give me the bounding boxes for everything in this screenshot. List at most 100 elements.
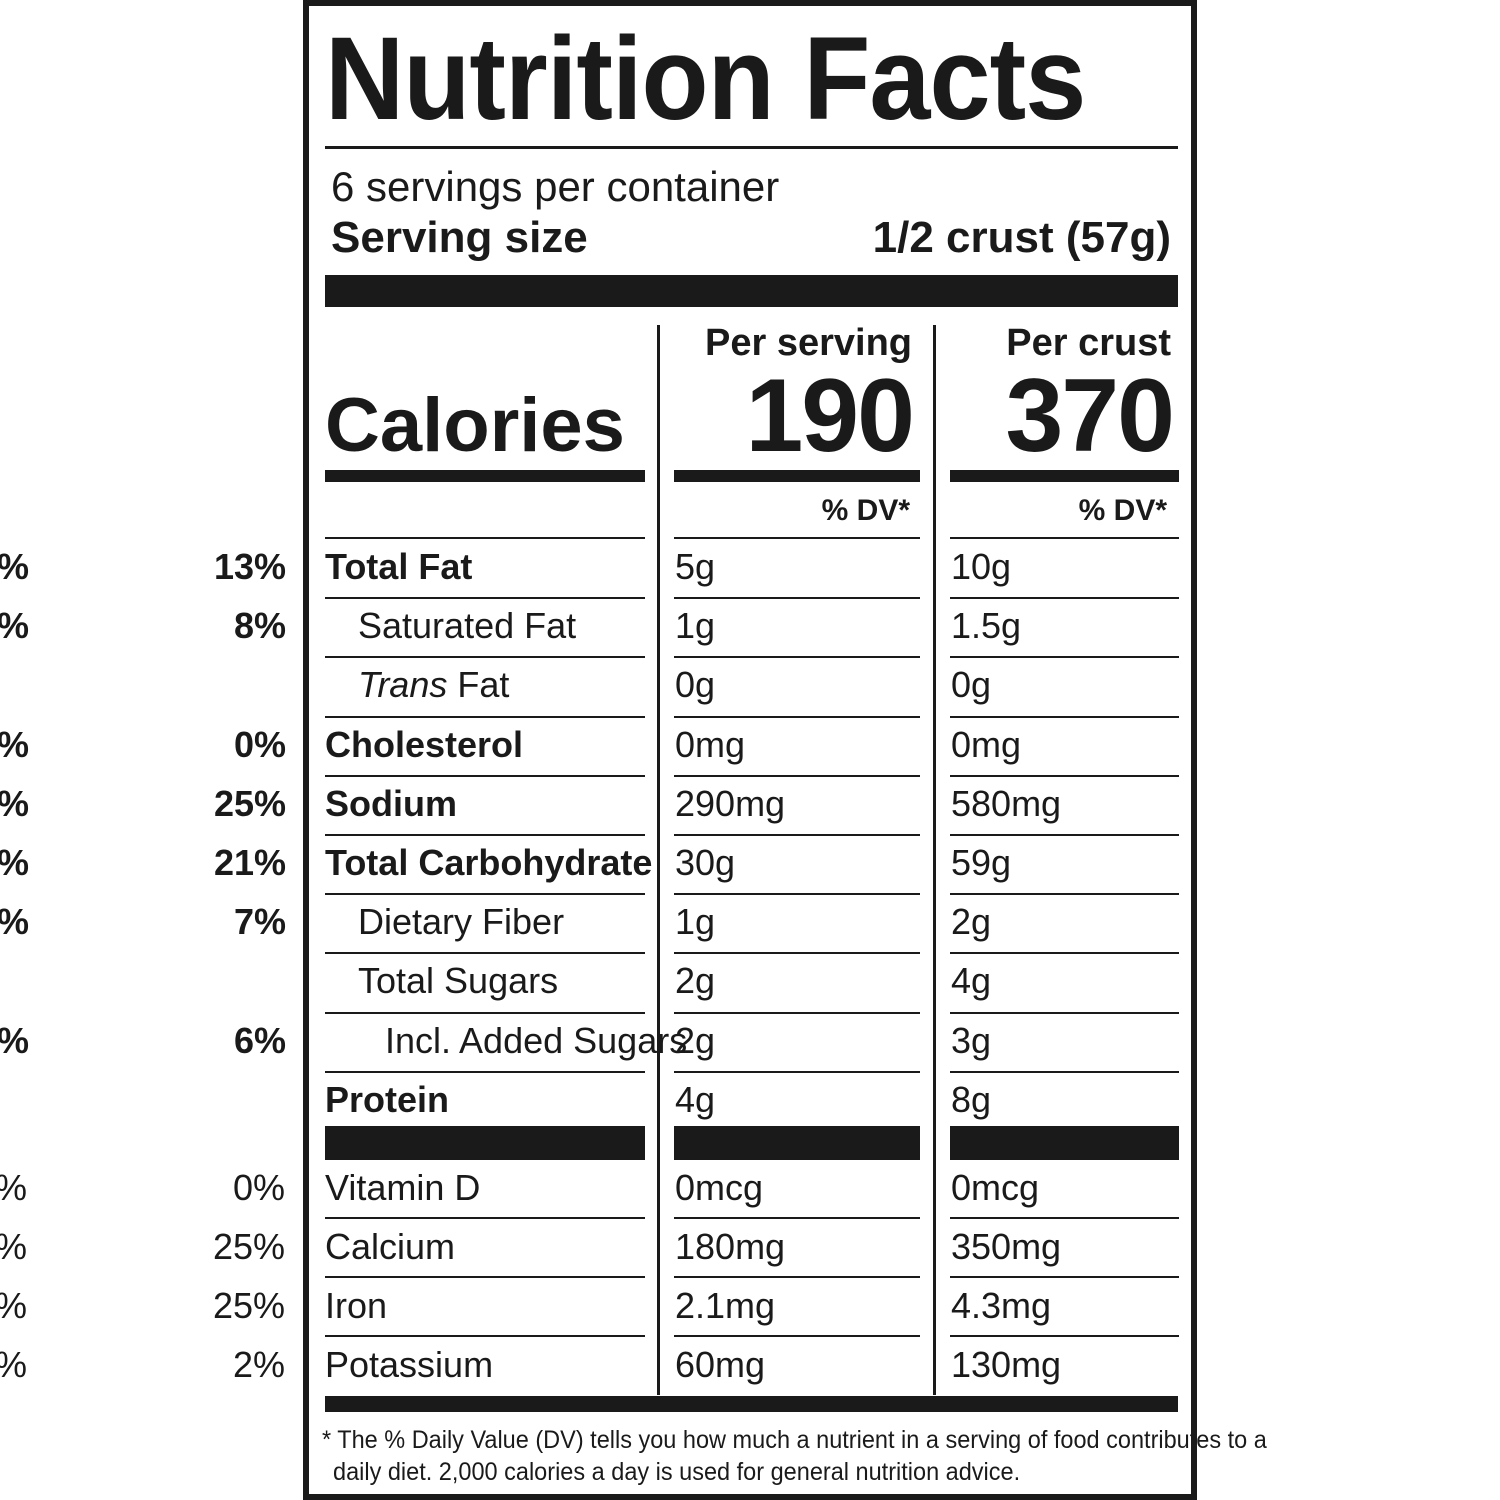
serving-dv: 13% xyxy=(0,782,29,824)
nutrient-name-text: Total Carbohydrate xyxy=(325,842,653,883)
serving-size-value: 1/2 crust (57g) xyxy=(872,213,1171,262)
vitamin-row-divider-label xyxy=(325,1335,645,1337)
vitamin-crust-dv: 25% xyxy=(212,1285,285,1326)
nutrient-name: Saturated Fat xyxy=(358,608,576,644)
serving-dv: 0% xyxy=(0,723,29,765)
per-crust-calories: 370 xyxy=(1005,358,1175,474)
vitamin-serving-dv: 15% xyxy=(0,1229,27,1265)
nutrient-name: Dietary Fiber xyxy=(358,904,564,940)
row-divider-serving xyxy=(674,1011,920,1014)
crust-amount: 2g xyxy=(951,901,992,943)
vitamin-name: Calcium xyxy=(325,1226,456,1267)
vitamin-serving-amount: 2.1mg xyxy=(675,1285,776,1326)
row-divider-label xyxy=(325,774,645,777)
row-divider-serving xyxy=(674,656,920,659)
nutrient-name: Cholesterol xyxy=(325,723,524,765)
vitamin-row-divider-crust xyxy=(950,1335,1179,1337)
row-divider-crust xyxy=(950,1070,1179,1073)
vitamin-row-divider-label xyxy=(325,1276,645,1278)
row-divider-crust xyxy=(950,893,1179,896)
serving-amount: 5g xyxy=(675,546,716,587)
nutrient-name: Protein xyxy=(325,1078,450,1120)
dv-header-divider-serving xyxy=(674,537,920,539)
vitamin-name: Potassium xyxy=(325,1344,494,1385)
row-divider-serving xyxy=(674,834,920,836)
serving-size-label: Serving size xyxy=(331,213,588,262)
row-divider-serving xyxy=(674,893,920,896)
crust-dv: 13% xyxy=(213,546,286,587)
crust-dv: 0% xyxy=(233,723,286,765)
row-divider-crust xyxy=(950,1011,1179,1014)
row-divider-label xyxy=(325,893,645,896)
vitamin-serving-dv: 0% xyxy=(0,1170,27,1206)
footnote-thick-divider xyxy=(325,1396,1178,1412)
serving-amount: 0mg xyxy=(675,723,746,765)
serving-amount: 290mg xyxy=(675,782,786,824)
vitamin-crust-amount: 4.3mg xyxy=(951,1285,1052,1326)
per-serving-calories: 190 xyxy=(745,358,915,474)
nutrient-name: Total Fat xyxy=(325,549,472,585)
vitamin-row-divider-serving xyxy=(674,1276,920,1278)
crust-dv: 7% xyxy=(233,901,286,943)
nutrient-name-text: Total Sugars xyxy=(358,960,559,1002)
nutrient-name: Total Carbohydrate xyxy=(325,845,652,881)
crust-amount: 580mg xyxy=(951,782,1062,824)
vitamin-name: Iron xyxy=(325,1285,388,1326)
nutrient-name-text: Protein xyxy=(325,1078,450,1120)
servings-per-container: 6 servings per container xyxy=(331,163,780,210)
nutrient-name-text: Fat xyxy=(447,664,510,706)
vitamin-serving-amount: 0mcg xyxy=(675,1167,764,1208)
crust-dv: 21% xyxy=(213,842,286,883)
crust-amount: 59g xyxy=(951,842,1012,883)
nutrient-name-text: Cholesterol xyxy=(325,723,524,765)
nutrient-name-text: Dietary Fiber xyxy=(358,901,565,943)
per-serving-dv-header: % DV* xyxy=(821,494,910,527)
vitamin-row-divider-crust xyxy=(950,1276,1179,1278)
crust-amount: 8g xyxy=(951,1078,992,1120)
vitamin-row-divider-serving xyxy=(674,1217,920,1219)
row-divider-serving xyxy=(674,952,920,955)
label-title: Nutrition Facts xyxy=(325,13,1086,145)
crust-dv: 6% xyxy=(233,1019,286,1061)
per-serving-header: Per serving xyxy=(705,322,912,364)
vitamin-serving-dv: 2% xyxy=(0,1347,27,1383)
column-separator-2 xyxy=(933,325,936,1395)
per-crust-header: Per crust xyxy=(1006,322,1171,364)
vitamin-crust-amount: 130mg xyxy=(951,1344,1062,1385)
per-crust-dv-header: % DV* xyxy=(1078,494,1167,527)
dv-header-divider-crust xyxy=(950,537,1179,539)
crust-amount: 10g xyxy=(951,546,1012,587)
row-divider-serving xyxy=(674,774,920,777)
vitamin-crust-dv: 2% xyxy=(232,1344,285,1385)
row-divider-serving xyxy=(674,1070,920,1073)
serving-dv: 5% xyxy=(0,605,29,647)
calories-label: Calories xyxy=(325,383,625,468)
column-separator-1 xyxy=(657,325,660,1395)
row-divider-label xyxy=(325,1070,645,1073)
serving-dv: 6% xyxy=(0,546,29,587)
row-divider-crust xyxy=(950,656,1179,659)
vitamin-crust-dv: 25% xyxy=(212,1226,285,1267)
crust-amount: 0mg xyxy=(951,723,1022,765)
vitamin-row-divider-crust xyxy=(950,1217,1179,1219)
row-divider-label xyxy=(325,715,645,718)
row-divider-crust xyxy=(950,834,1179,836)
nutrient-name-text: Sodium xyxy=(325,782,457,824)
row-divider-serving xyxy=(674,715,920,718)
serving-dv: 4% xyxy=(0,1019,29,1061)
title-divider xyxy=(325,146,1178,149)
serving-amount: 30g xyxy=(675,842,736,883)
vitamin-row-divider-serving xyxy=(674,1335,920,1337)
row-divider-crust xyxy=(950,597,1179,600)
serving-thick-divider xyxy=(325,275,1178,307)
vitamin-serving-dv: 10% xyxy=(0,1288,27,1324)
row-divider-crust xyxy=(950,774,1179,777)
row-divider-crust xyxy=(950,715,1179,718)
nutrient-name-text: Incl. Added Sugars xyxy=(385,1019,688,1061)
calories-divider-serving xyxy=(674,470,920,482)
nutrient-name: Sodium xyxy=(325,782,457,824)
serving-amount: 2g xyxy=(675,960,716,1002)
row-divider-label xyxy=(325,597,645,600)
vitamin-crust-dv: 0% xyxy=(232,1167,285,1208)
vitamin-crust-amount: 0mcg xyxy=(951,1167,1040,1208)
